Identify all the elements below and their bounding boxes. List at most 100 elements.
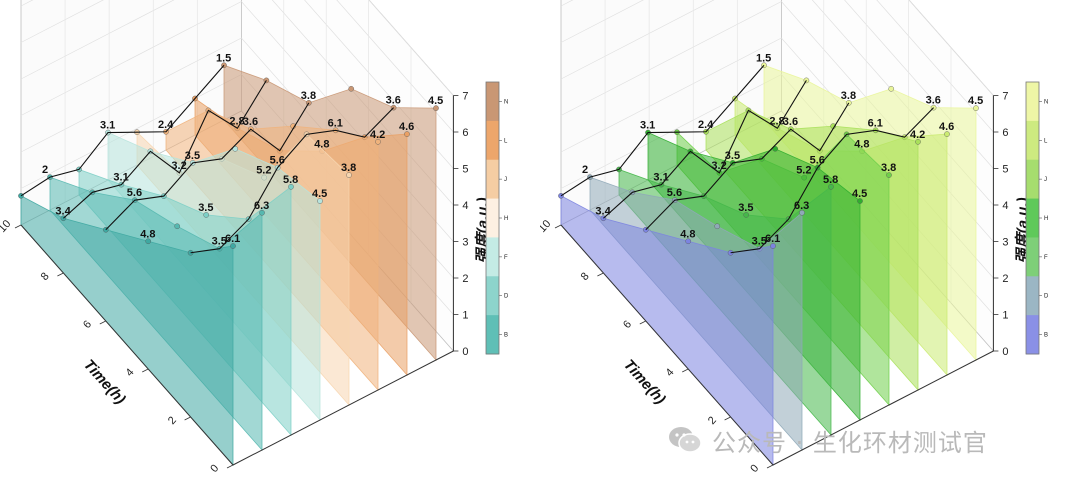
data-label: 3.8 [341, 162, 356, 174]
data-label: 4.5 [852, 188, 867, 200]
x-tick-label: 10 [0, 218, 13, 235]
data-label: 5.2 [256, 165, 271, 177]
colorbar-segment [486, 198, 499, 238]
data-label: 6.1 [328, 117, 343, 129]
watermark-text: 公众号 · 生化环材测试官 [712, 428, 988, 457]
x-tick-mark [226, 464, 234, 469]
data-label: 3.6 [243, 116, 258, 128]
data-label: 4.8 [140, 228, 155, 240]
data-label: 4.8 [854, 138, 869, 150]
colorbar-segment [486, 276, 499, 316]
gridline [20, 0, 454, 133]
x-tick-mark [99, 320, 106, 325]
wechat-logo-icon [669, 427, 702, 453]
x-tick-mark [184, 416, 191, 421]
z-tick-label: 7 [462, 91, 468, 103]
data-label: 1.5 [756, 52, 771, 64]
depth-axis-line [772, 350, 994, 466]
data-label: 2.8 [229, 115, 244, 127]
x-tick-label: 8 [579, 270, 592, 283]
data-label: 3.1 [640, 120, 655, 132]
data-point [888, 86, 895, 92]
data-point [973, 105, 979, 111]
data-label: 3.6 [926, 95, 941, 107]
x-tick-label: 0 [208, 462, 221, 475]
x-tick-label: 6 [81, 318, 94, 331]
gridline [908, 0, 994, 96]
colorbar-label: B [504, 333, 508, 339]
z-tick-label: 7 [1002, 91, 1008, 103]
x-tick-mark [14, 224, 22, 229]
x-axis-title: Time(h) [620, 356, 669, 407]
z-tick-label: 6 [1002, 127, 1008, 139]
data-label: 3.5 [752, 236, 767, 248]
gridline [368, 0, 454, 96]
data-point [145, 238, 151, 245]
colorbar-label: H [504, 216, 508, 222]
data-label: 5.6 [270, 155, 285, 167]
data-point [317, 198, 323, 204]
x-axis-title: Time(h) [80, 356, 129, 407]
z-tick-label: 3 [1002, 237, 1008, 249]
data-label: 5.2 [796, 165, 811, 177]
data-label: 4.5 [428, 95, 443, 107]
z-tick-label: 1 [462, 310, 468, 322]
data-label: 3.6 [783, 116, 798, 128]
colorbar-label: D [1044, 294, 1049, 300]
depth-axis-line [232, 350, 454, 466]
connector-line [645, 102, 850, 231]
data-point [404, 131, 410, 137]
data-point [828, 183, 834, 190]
x-tick-mark [57, 272, 64, 277]
colorbar-segment [486, 159, 499, 200]
data-point [375, 138, 381, 145]
x-tick-mark [766, 464, 774, 469]
time-axis-line [560, 224, 774, 466]
data-point [886, 172, 892, 178]
data-point [944, 131, 950, 137]
data-label: 3.5 [212, 236, 227, 248]
data-point [915, 138, 921, 145]
z-tick-label: 0 [1002, 346, 1008, 358]
z-tick-label: 2 [462, 273, 468, 285]
data-label: 4.5 [968, 95, 983, 107]
data-point [259, 209, 265, 216]
data-label: 2.8 [769, 115, 784, 127]
colorbar-segment [486, 120, 499, 161]
data-label: 4.2 [370, 129, 385, 141]
data-label: 4.6 [399, 121, 414, 133]
data-label: 5.8 [283, 174, 298, 186]
colorbar-label: H [1044, 216, 1048, 222]
z-tick-label: 5 [462, 164, 468, 176]
data-label: 2 [582, 164, 588, 176]
colorbar-segment [1026, 120, 1039, 161]
colorbar-segment [1026, 315, 1039, 355]
colorbar-label: N [1044, 99, 1048, 105]
data-label: 5.8 [823, 174, 838, 186]
gridline [20, 0, 454, 169]
data-point [433, 105, 439, 111]
data-label: 3.5 [198, 202, 213, 214]
data-label: 3.1 [653, 172, 668, 184]
colorbar-label: L [504, 138, 508, 144]
data-point [772, 145, 778, 152]
data-label: 3.4 [595, 205, 611, 217]
data-label: 3.1 [113, 172, 128, 184]
data-label: 3.1 [100, 120, 115, 132]
colorbar-label: L [1044, 138, 1048, 144]
connector-line [730, 107, 934, 254]
data-point [743, 212, 749, 218]
colorbar-label: J [1044, 177, 1047, 183]
time-axis-line [20, 224, 234, 466]
data-point [230, 243, 236, 249]
data-point [799, 209, 805, 216]
colorbar-segment [486, 315, 499, 355]
colorbar-segment [1026, 276, 1039, 316]
data-label: 4.5 [312, 188, 327, 200]
data-label: 3.8 [881, 162, 896, 174]
x-tick-label: 2 [166, 414, 179, 427]
data-point [346, 172, 352, 178]
z-tick-label: 4 [1002, 200, 1008, 212]
data-label: 4.8 [314, 138, 329, 150]
data-point [857, 198, 863, 204]
